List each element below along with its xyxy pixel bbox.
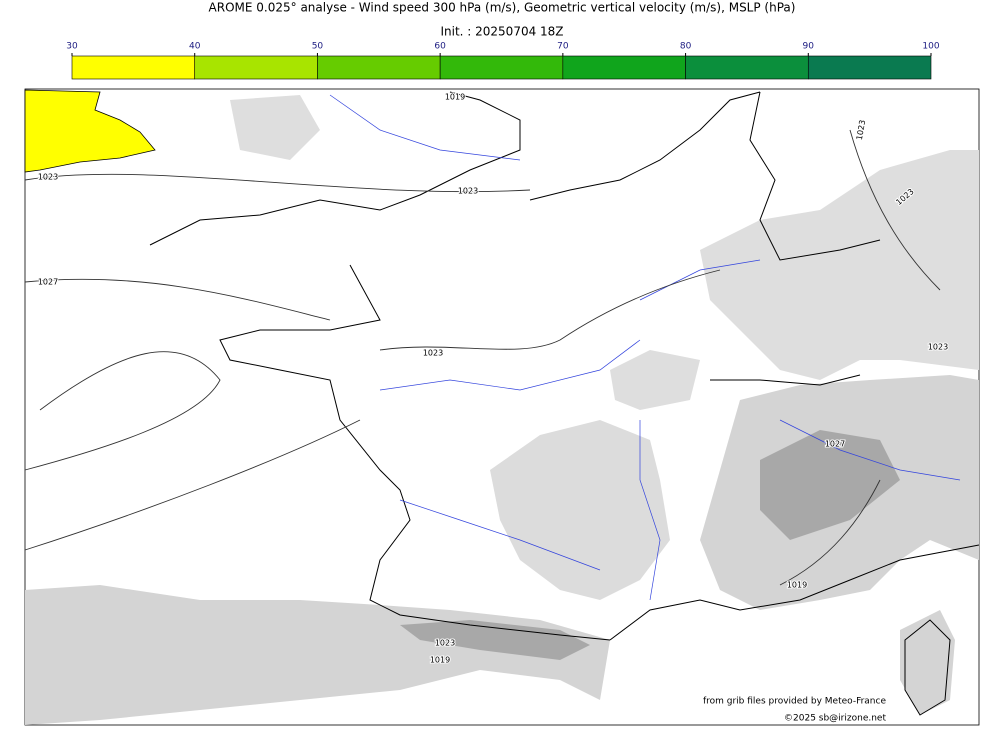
colorbar-segment — [562, 55, 686, 80]
isobar-label: 1023 — [38, 173, 58, 182]
rivers — [329, 94, 961, 601]
colorbar-tick-label: 50 — [312, 42, 324, 52]
isobar-label: 1019 — [787, 581, 807, 590]
colorbar-tick-label: 70 — [557, 42, 569, 52]
isobar-label: 1027 — [38, 278, 58, 287]
map: 1019102310231027102310231023102310271019… — [24, 88, 980, 726]
isobar-label: 1023 — [435, 639, 455, 648]
wind-speed-area — [24, 89, 156, 173]
isobar-label: 1023 — [458, 187, 478, 196]
colorbar-tick-label: 30 — [66, 42, 78, 52]
colorbar-segment — [317, 55, 441, 80]
isobars — [24, 129, 941, 586]
colorbar-segment — [807, 55, 932, 80]
colorbar-tick-label: 60 — [434, 42, 446, 52]
colorbar-segment — [194, 55, 318, 80]
isobar-label: 1019 — [430, 656, 450, 665]
isobar-label: 1023 — [423, 349, 443, 358]
colorbar-tick-label: 90 — [803, 42, 815, 52]
title: AROME 0.025° analyse - Wind speed 300 hP… — [209, 1, 796, 15]
orography — [25, 95, 979, 725]
isobar-label: 1023 — [928, 343, 948, 352]
colorbar: 30 40 50 60 70 80 90 100 — [66, 42, 940, 80]
colorbar-segment — [439, 55, 564, 80]
colorbar-tick-label: 100 — [922, 42, 939, 52]
colorbar-segment — [71, 55, 196, 80]
subtitle: Init. : 20250704 18Z — [440, 25, 563, 39]
colorbar-segment — [685, 55, 809, 80]
credit: from grib files provided by Meteo-France — [703, 697, 886, 707]
isobar-label: 1027 — [825, 440, 845, 449]
credit: ©2025 sb@irizone.net — [784, 714, 886, 724]
colorbar-tick-label: 80 — [680, 42, 692, 52]
coastlines — [149, 91, 980, 716]
isobar-label: 1019 — [445, 93, 465, 102]
isobar-labels: 1019102310231027102310231023102310271019… — [37, 92, 949, 666]
colorbar-tick-label: 40 — [189, 42, 201, 52]
